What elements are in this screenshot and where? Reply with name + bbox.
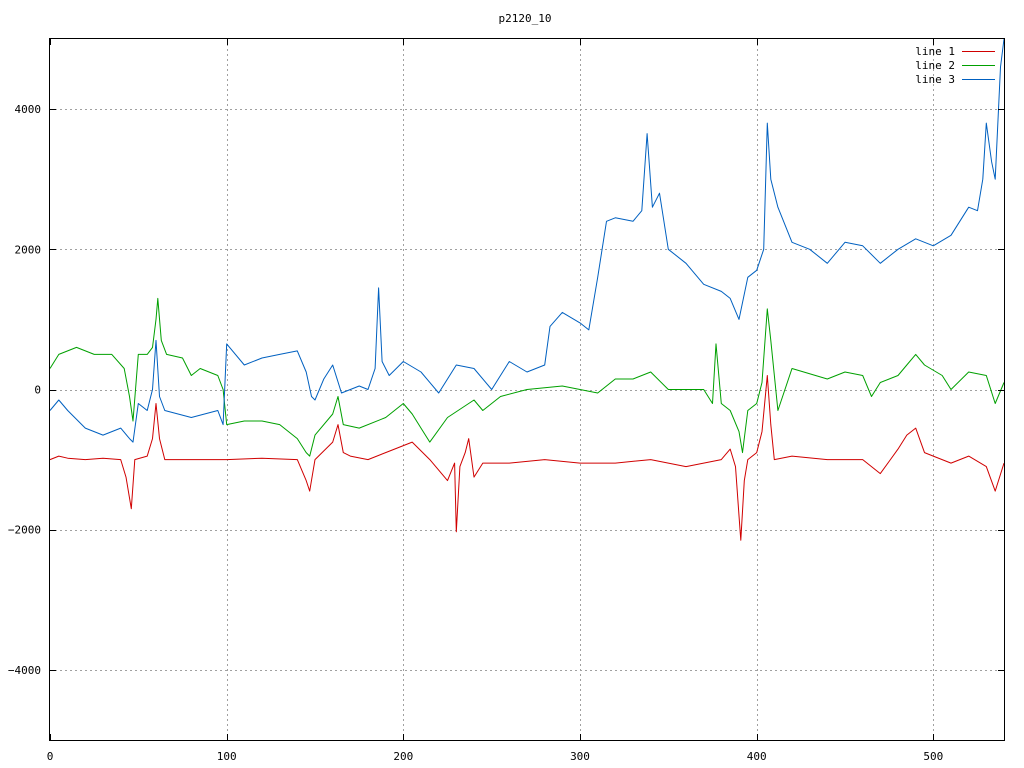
y-tick-label: 2000 [15,243,42,256]
chart-title: p2120_10 [499,12,552,25]
y-tick-label: −2000 [8,524,41,537]
y-tick-label: −4000 [8,664,41,677]
legend-label: line 2 [915,59,955,72]
x-tick-label: 500 [923,750,943,763]
legend-label: line 3 [915,73,955,86]
x-tick-label: 200 [393,750,413,763]
y-axis-tick-labels: −4000 −2000 0 2000 4000 [8,103,41,677]
legend-label: line 1 [915,45,955,58]
plot-frame [49,38,1005,741]
series-line-2 [49,297,1005,457]
series-line-1 [49,375,1005,541]
y-tick-label: 0 [34,384,41,397]
x-tick-label: 300 [570,750,590,763]
grid-lines [50,39,1004,740]
x-tick-label: 100 [217,750,237,763]
y-tick-label: 4000 [15,103,42,116]
series-line-3 [49,38,1005,443]
x-axis-tick-labels: 0 100 200 300 400 500 [47,750,944,763]
x-tick-label: 0 [47,750,54,763]
series-lines [49,38,1005,541]
tick-marks [50,39,1004,740]
x-tick-label: 400 [747,750,767,763]
